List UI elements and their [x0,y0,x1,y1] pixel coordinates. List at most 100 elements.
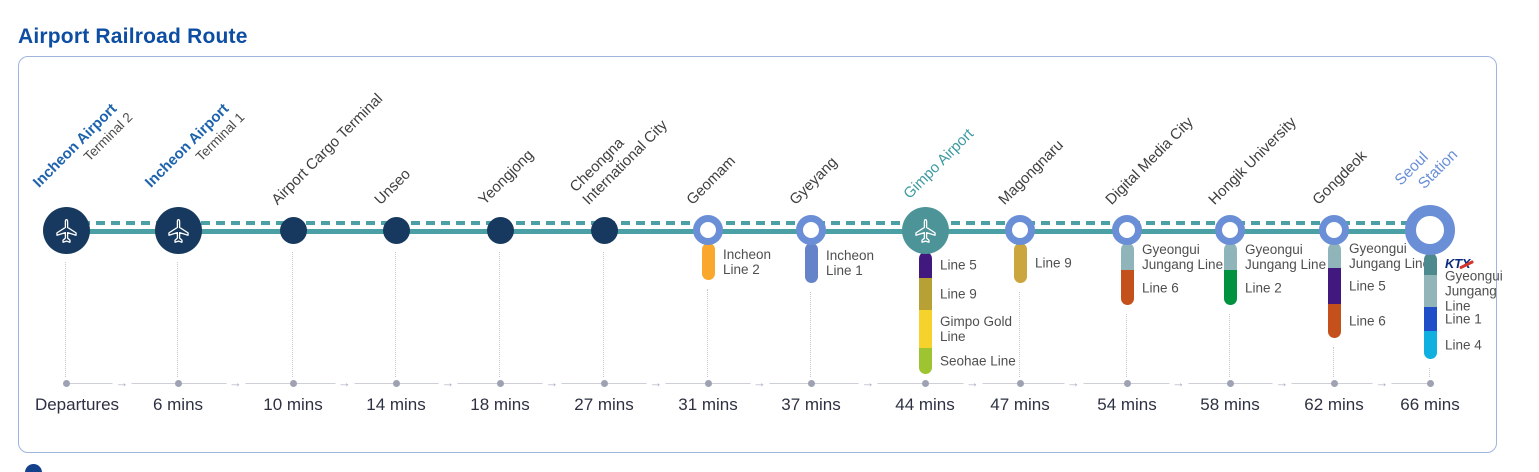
transfer-label-line: Line 1 [826,263,863,278]
transfer-segment-line-4 [1423,331,1437,359]
timeline-dot [807,379,815,387]
cutoff-circle [25,464,42,472]
station-marker-airport-cargo-terminal [279,216,307,244]
ktx-logo: KTX [1445,256,1471,272]
time-label-31-mins: 31 mins [678,395,738,414]
dotted-connector [603,252,604,377]
transfer-label-line: Incheon [723,246,772,262]
transfer-label-line-4: Line 4 [1445,337,1482,352]
dotted-connector [707,289,708,377]
timeline-arrow: → [646,375,666,389]
station-marker-seoul-station [1405,205,1455,255]
transfer-segment-line-5 [1327,268,1341,304]
transfer-label-line: Line 6 [1349,313,1386,329]
timeline-line [66,383,1430,384]
transfer-label-line-6: Line 6 [1142,280,1179,295]
time-label-44-mins: 44 mins [895,395,955,414]
transfer-segment-line-6 [1327,304,1341,338]
dotted-connector [292,252,293,377]
transfer-label-incheon-line-1: Incheon Line 1 [826,248,874,278]
transfer-segment-line-5 [918,252,932,278]
transfer-segment-line-6 [1120,270,1134,305]
transfer-label-line: Line 2 [723,261,760,277]
time-label-18-mins: 18 mins [470,395,530,414]
airplane-icon [167,218,189,243]
time-label-58-mins: 58 mins [1200,395,1260,414]
station-marker-geomam [693,215,723,245]
transfer-label-line: Seohae Line [940,353,1016,369]
transfer-segment-gyeongui-jungang-line [1327,243,1341,268]
transfer-label-line: Line 9 [1035,255,1072,271]
time-label-27-mins: 27 mins [574,395,634,414]
transfer-label-line: Gyeongui [1245,241,1303,257]
page-title: Airport Railroad Route [18,25,248,49]
transfer-label-line-2: Line 2 [1245,280,1282,295]
transfer-label-line: Line [940,329,966,344]
timeline-dot [1226,379,1234,387]
transfer-segment-line-9 [1013,243,1027,283]
transfer-label-line-5: Line 5 [1349,278,1386,293]
timeline-dot [392,379,400,387]
transfer-segment-gyeongui-jungang-line [1223,243,1237,270]
airplane-icon [55,218,77,243]
transfer-segment-gyeongui-jungang-line [1423,275,1437,307]
timeline-arrow: → [963,375,982,389]
time-label-6-mins: 6 mins [152,395,204,414]
timeline-arrow: → [858,375,878,389]
station-marker-magongnaru [1005,215,1035,245]
timeline-dot [704,379,712,387]
dotted-connector [1019,292,1020,377]
transfer-segment-line-1 [1423,307,1437,331]
transfer-label-line: Gyeongui [1445,268,1503,284]
transfer-label-line: Line 2 [1245,279,1282,295]
transfer-label-line: Incheon [826,247,875,263]
timeline-dot [289,379,297,387]
time-label-47-mins: 47 mins [990,395,1050,414]
transfer-label-line: Jungang Line [1142,256,1224,272]
time-label-departures: Departures [34,395,120,414]
timeline-arrow: → [750,375,769,389]
timeline-arrow: → [112,375,132,389]
time-label-62-mins: 62 mins [1304,395,1364,414]
time-label-66-mins: 66 mins [1400,395,1460,414]
timeline-dot [1123,379,1131,387]
transfer-label-line: Line 1 [1445,311,1482,327]
timeline-dot [1426,379,1434,387]
timeline-arrow: → [1169,375,1188,389]
transfer-label-line-9: Line 9 [1035,255,1072,270]
timeline-arrow: → [1064,375,1083,389]
route-line-solid [66,229,1430,234]
transfer-label-line: Line 9 [940,286,977,302]
timeline-arrow: → [226,375,245,389]
transfer-label-line-9: Line 9 [940,286,977,301]
transfer-segment-line-9 [918,278,932,310]
station-marker-incheon-airport-terminal-1 [154,206,202,254]
transfer-segment-line-2 [1223,270,1237,305]
transfer-label-line: Line 6 [1142,279,1179,295]
transfer-segment-seohae-line [918,348,932,374]
transfer-label-line-1: Line 1 [1445,311,1482,326]
timeline-dot [1330,379,1338,387]
dotted-connector [395,252,396,377]
transfer-label-line: Line [1445,298,1471,314]
timeline-arrow: → [542,375,562,389]
transfer-label-seohae-line: Seohae Line [940,353,1016,368]
station-marker-gyeyang [796,215,826,245]
ktx-logo-x: X [1461,256,1471,272]
transfer-label-line: Jungang [1445,283,1497,299]
station-marker-gimpo-airport [901,206,949,254]
dotted-connector [1126,314,1127,377]
transfer-segment-incheon-line-2 [701,243,715,280]
transfer-label-ktx: KTX [1445,256,1470,272]
station-marker-digital-media-city [1112,215,1142,245]
dotted-connector [499,252,500,377]
dotted-connector [810,292,811,377]
transfer-label-line: Gyeongui [1349,240,1407,256]
route-line-dashed [66,221,1430,225]
timeline-dot [921,379,929,387]
timeline-arrow: → [1272,375,1292,389]
timeline-arrow: → [1372,375,1392,389]
time-label-10-mins: 10 mins [263,395,323,414]
airplane-icon [914,218,936,243]
